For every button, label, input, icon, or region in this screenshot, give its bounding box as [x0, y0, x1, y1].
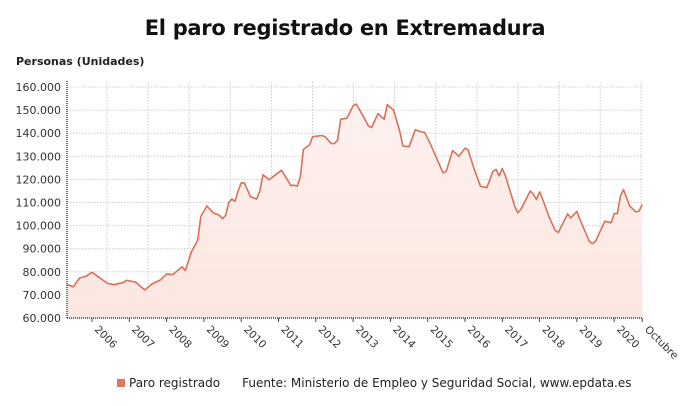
x-tick-label: 2020: [614, 324, 641, 351]
series-area-fill: [67, 104, 643, 318]
y-tick-label: 160.000: [16, 81, 62, 94]
y-tick-label: 100.000: [16, 220, 62, 233]
y-axis-label: Personas (Unidades): [16, 55, 145, 68]
y-tick-label: 70.000: [23, 289, 62, 302]
y-tick-label: 110.000: [16, 197, 62, 210]
x-tick-label: 2013: [353, 324, 380, 351]
axes: [66, 81, 643, 322]
x-tick-label: 2012: [316, 324, 343, 351]
x-tick-label: 2019: [577, 324, 604, 351]
x-tick-label: 2010: [241, 324, 268, 351]
series-line-paro-registrado: [66, 103, 643, 291]
y-tick-label: 120.000: [16, 173, 62, 186]
x-tick-label: 2011: [278, 324, 305, 351]
legend: Paro registrado Fuente: Ministerio de Em…: [117, 376, 632, 390]
x-tick-labels: 2006 2007 2008 2009 2010 2011 2012 2013 2014 2015…: [92, 324, 680, 362]
x-tick-label: 2016: [465, 324, 493, 352]
y-tick-label: 140.000: [16, 127, 62, 140]
legend-swatch: [117, 379, 125, 387]
y-tick-label: 90.000: [23, 243, 62, 256]
x-tick-label: 2017: [502, 324, 529, 351]
y-tick-label: 60.000: [23, 312, 62, 325]
y-tick-label: 150.000: [16, 104, 62, 117]
x-tick-label: 2007: [129, 324, 156, 351]
x-tick-label: 2014: [390, 324, 418, 352]
source-note: Fuente: Ministerio de Empleo y Seguridad…: [242, 376, 632, 390]
x-tick-label: 2008: [166, 324, 193, 351]
x-tick-label: 2015: [428, 324, 455, 351]
y-tick-label: 80.000: [23, 266, 62, 279]
x-tick-label: 2006: [92, 324, 120, 352]
x-tick-label: 2009: [204, 324, 231, 351]
y-tick-labels: 60.000 70.000 80.000 90.000 100.000 110.000 12…: [16, 81, 62, 325]
legend-series-label: Paro registrado: [129, 376, 221, 390]
chart-title: El paro registrado en Extremadura: [144, 16, 546, 40]
y-tick-label: 130.000: [16, 150, 62, 163]
x-tick-label: 2018: [539, 324, 566, 351]
x-tick-label: Octubre: [642, 324, 680, 362]
